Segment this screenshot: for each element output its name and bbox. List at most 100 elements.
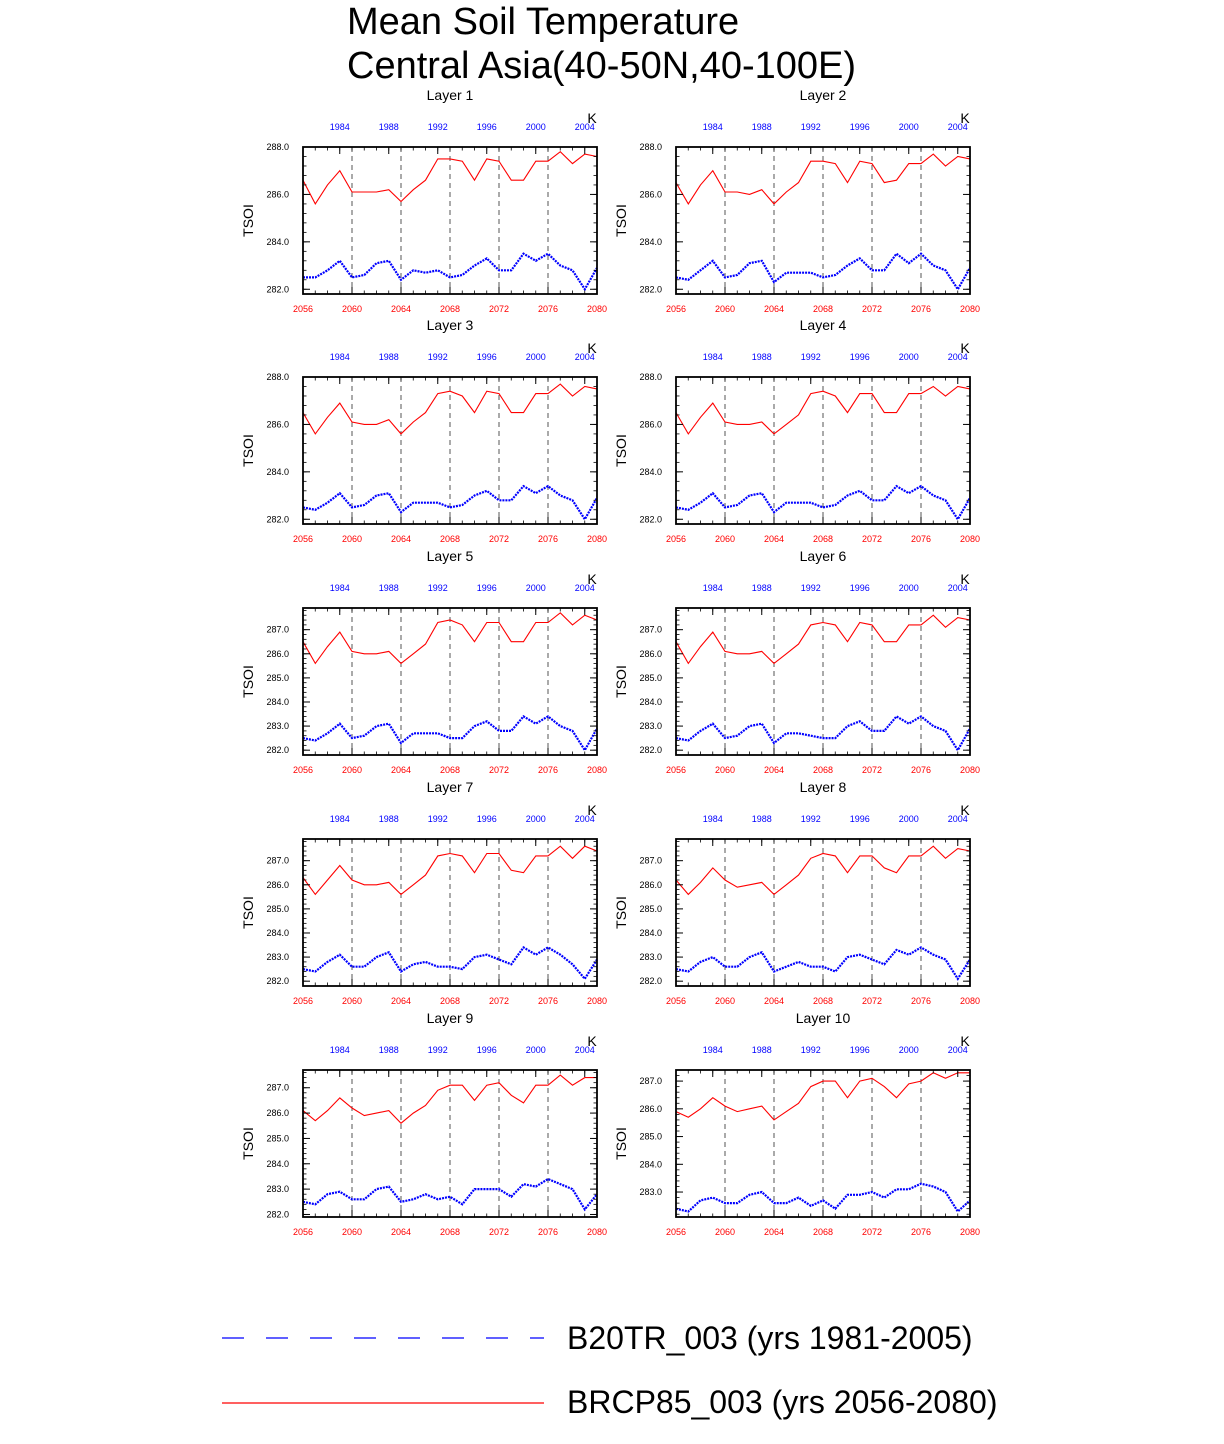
x-tick-label-bottom: 2068: [813, 765, 833, 775]
x-tick-label-bottom: 2076: [911, 1227, 931, 1237]
x-tick-label-bottom: 2068: [440, 1227, 460, 1237]
y-tick-label: 287.0: [639, 625, 662, 635]
series-line-historical: [675, 1182, 971, 1214]
x-tick-label-top: 1992: [428, 814, 448, 824]
x-tick-label-bottom: 2072: [862, 765, 882, 775]
x-tick-label-bottom: 2068: [813, 304, 833, 314]
y-tick-label: 287.0: [266, 856, 289, 866]
series-line-historical: [302, 714, 598, 753]
x-tick-label-bottom: 2076: [538, 996, 558, 1006]
y-tick-label: 288.0: [639, 372, 662, 382]
units-label: K: [960, 110, 970, 126]
y-tick-label: 282.0: [266, 745, 289, 755]
x-tick-label-top: 2000: [899, 814, 919, 824]
panel-title: Layer 1: [427, 87, 474, 103]
y-tick-label: 284.0: [639, 467, 662, 477]
series-line-future: [302, 150, 598, 205]
x-tick-label-bottom: 2076: [911, 534, 931, 544]
x-tick-label-top: 1992: [801, 583, 821, 593]
x-tick-label-bottom: 2072: [862, 996, 882, 1006]
x-tick-label-bottom: 2072: [489, 534, 509, 544]
x-tick-label-bottom: 2068: [440, 996, 460, 1006]
series-line-historical: [302, 1177, 598, 1212]
series-line-future: [675, 614, 971, 665]
series-line-historical: [675, 252, 971, 292]
y-tick-label: 285.0: [639, 904, 662, 914]
panel-title: Layer 7: [427, 779, 474, 795]
y-tick-label: 284.0: [266, 697, 289, 707]
x-tick-label-bottom: 2080: [587, 304, 607, 314]
x-tick-label-bottom: 2076: [538, 765, 558, 775]
y-tick-label: 283.0: [639, 952, 662, 962]
units-label: K: [587, 571, 597, 587]
x-tick-label-bottom: 2080: [587, 996, 607, 1006]
x-tick-label-bottom: 2060: [342, 1227, 362, 1237]
x-tick-label-top: 2004: [575, 583, 595, 593]
y-tick-label: 284.0: [639, 1159, 662, 1169]
panel-4: Layer 4 282.0 284.0 286.0 288.0 2056 2060 2064 2…: [613, 317, 980, 544]
x-tick-label-bottom: 2072: [862, 534, 882, 544]
x-tick-label-bottom: 2080: [960, 996, 980, 1006]
x-tick-label-bottom: 2056: [666, 534, 686, 544]
y-tick-label: 284.0: [639, 928, 662, 938]
y-tick-label: 282.0: [639, 514, 662, 524]
x-tick-label-top: 2004: [948, 1045, 968, 1055]
units-label: K: [587, 340, 597, 356]
x-tick-label-bottom: 2056: [666, 1227, 686, 1237]
x-tick-label-top: 1984: [703, 814, 723, 824]
x-tick-label-top: 1992: [428, 122, 448, 132]
x-tick-label-bottom: 2080: [587, 534, 607, 544]
y-tick-label: 285.0: [266, 673, 289, 683]
x-tick-label-top: 1996: [477, 814, 497, 824]
series-line-future: [675, 1072, 970, 1121]
x-tick-label-bottom: 2064: [764, 1227, 784, 1237]
y-tick-label: 284.0: [266, 467, 289, 477]
x-tick-label-bottom: 2064: [764, 304, 784, 314]
y-axis-label: TSOI: [613, 434, 629, 467]
series-line-future: [302, 845, 598, 896]
x-tick-label-bottom: 2068: [813, 534, 833, 544]
x-tick-label-bottom: 2080: [960, 765, 980, 775]
x-tick-label-top: 1988: [379, 352, 399, 362]
x-tick-label-bottom: 2060: [342, 765, 362, 775]
y-tick-label: 282.0: [266, 514, 289, 524]
y-tick-label: 284.0: [266, 1159, 289, 1169]
x-tick-label-top: 1984: [703, 352, 723, 362]
panel-2: Layer 2 282.0 284.0 286.0 288.0 2056 2060 2064 2…: [613, 87, 980, 314]
x-tick-label-bottom: 2080: [960, 304, 980, 314]
panel-1: Layer 1 282.0 284.0 286.0 288.0 2056 2060 2064 2…: [240, 87, 607, 314]
x-tick-label-bottom: 2064: [391, 765, 411, 775]
series-line-historical: [303, 252, 598, 292]
y-tick-label: 286.0: [639, 880, 662, 890]
x-tick-label-bottom: 2072: [489, 304, 509, 314]
x-tick-label-bottom: 2060: [715, 765, 735, 775]
x-tick-label-top: 1996: [850, 352, 870, 362]
panel-title: Layer 5: [427, 548, 474, 564]
x-tick-label-bottom: 2056: [666, 996, 686, 1006]
series-line-historical: [675, 714, 971, 753]
x-tick-label-top: 1988: [379, 583, 399, 593]
x-tick-label-top: 2000: [899, 583, 919, 593]
y-tick-label: 286.0: [639, 1104, 662, 1114]
y-tick-label: 286.0: [266, 649, 289, 659]
y-tick-label: 286.0: [266, 419, 289, 429]
panel-3: Layer 3 282.0 284.0 286.0 288.0 2056 2060 2064 2…: [240, 317, 607, 544]
series-line-future: [675, 385, 971, 435]
x-tick-label-top: 2004: [948, 814, 968, 824]
x-tick-label-bottom: 2076: [911, 996, 931, 1006]
x-tick-label-top: 1984: [703, 583, 723, 593]
x-tick-label-top: 1992: [801, 1045, 821, 1055]
y-tick-label: 287.0: [266, 625, 289, 635]
y-axis-label: TSOI: [613, 896, 629, 929]
x-tick-label-bottom: 2080: [960, 534, 980, 544]
series-line-future: [302, 383, 598, 435]
x-tick-label-top: 1988: [379, 122, 399, 132]
y-axis-label: TSOI: [613, 1127, 629, 1160]
x-tick-label-bottom: 2068: [440, 304, 460, 314]
x-tick-label-bottom: 2068: [440, 534, 460, 544]
y-tick-label: 282.0: [639, 976, 662, 986]
x-tick-label-bottom: 2060: [715, 534, 735, 544]
x-tick-label-top: 1992: [428, 352, 448, 362]
series-line-future: [302, 612, 598, 665]
x-tick-label-top: 2000: [899, 122, 919, 132]
